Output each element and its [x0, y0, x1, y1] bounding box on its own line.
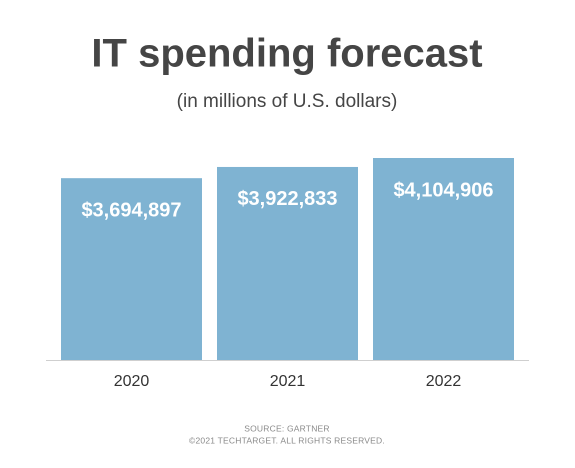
x-tick-label: 2020: [114, 373, 150, 390]
chart-title: IT spending forecast: [91, 32, 482, 76]
copyright-note: ©2021 TECHTARGET. ALL RIGHTS RESERVED.: [189, 435, 385, 445]
bar: [61, 178, 202, 360]
value-label: $4,104,906: [393, 179, 493, 201]
value-label: $3,922,833: [237, 188, 337, 210]
bar: [217, 166, 358, 360]
x-tick-label: 2021: [270, 373, 306, 390]
x-tick-label: 2022: [426, 373, 462, 390]
chart-subtitle: (in millions of U.S. dollars): [177, 91, 398, 112]
bar: [373, 158, 514, 360]
value-label: $3,694,897: [81, 199, 181, 221]
source-note: SOURCE: GARTNER: [244, 423, 330, 433]
